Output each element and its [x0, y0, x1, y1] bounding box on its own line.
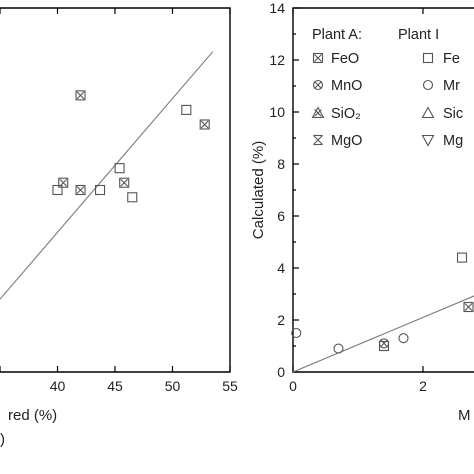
- left-bottom-fragment: ): [0, 431, 5, 448]
- right-data-points: [291, 252, 474, 354]
- legend-marker-b-2: [421, 106, 435, 119]
- legend-marker-2: [311, 106, 325, 119]
- right-y-tick-label: 6: [277, 208, 285, 224]
- right-y-tick-label: 4: [277, 260, 285, 276]
- left-data-point: [52, 184, 63, 196]
- left-x-axis-label: red (%): [8, 407, 57, 424]
- left-data-point: [114, 163, 125, 174]
- legend-label-plant-a: SiO₂: [331, 106, 361, 122]
- right-data-point-mr: [333, 343, 344, 354]
- left-data-point: [119, 177, 130, 188]
- legend-label-plant-a: MnO: [331, 78, 362, 94]
- left-fit-line: [0, 51, 214, 300]
- legend-plant-a-title: Plant A:: [312, 27, 362, 43]
- legend-marker-b-3: [421, 134, 435, 147]
- left-data-point: [127, 192, 138, 203]
- legend-marker-b-1: [422, 79, 434, 91]
- left-data-point: [95, 184, 106, 196]
- legend-marker-1: [312, 79, 324, 91]
- right-data-point-mno: [378, 338, 390, 349]
- legend: Plant A: Plant I FeO MnO SiO₂ MgO Fe Mr Sic Mg: [311, 27, 463, 149]
- right-x-tick-label: 2: [419, 378, 427, 394]
- right-data-point-mr: [398, 333, 409, 344]
- right-data-point-feo: [463, 301, 474, 313]
- left-axes-frame: [0, 7, 231, 373]
- legend-label-plant-b: Sic: [443, 106, 463, 122]
- left-scatter-panel: 40 45 50 55 red (%) ): [0, 7, 238, 448]
- right-y-tick-label: 8: [277, 156, 285, 172]
- left-data-point: [75, 90, 86, 101]
- right-x-axis-label: M: [458, 407, 471, 424]
- left-x-tick-label: 55: [222, 378, 238, 394]
- right-data-point-fe: [456, 252, 468, 263]
- left-data-point: [75, 184, 86, 196]
- legend-label-plant-b: Mr: [443, 78, 460, 94]
- legend-marker-0: [312, 52, 324, 64]
- legend-label-plant-b: Fe: [443, 51, 460, 67]
- legend-marker-3: [313, 134, 323, 146]
- legend-marker-b-0: [422, 52, 434, 64]
- left-x-tick-label: 50: [165, 378, 181, 394]
- legend-plant-b-title: Plant I: [398, 27, 439, 43]
- right-scatter-panel: 02468101214024 Calculated (%) M Plant A:…: [250, 0, 474, 424]
- right-y-tick-label: 10: [269, 104, 285, 120]
- legend-label-plant-a: MgO: [331, 133, 362, 149]
- legend-entries: FeO MnO SiO₂ MgO Fe Mr Sic Mg: [311, 51, 463, 149]
- left-x-tick-label: 40: [50, 378, 66, 394]
- right-fit-line: [292, 295, 474, 373]
- right-data-point-mr: [291, 327, 302, 339]
- right-y-tick-label: 2: [277, 312, 285, 328]
- legend-label-plant-a: FeO: [331, 51, 359, 67]
- right-x-tick-label: 0: [289, 378, 297, 394]
- left-x-ticks: 40 45 50 55: [0, 8, 238, 394]
- left-data-points: [52, 90, 210, 203]
- right-y-tick-label: 0: [277, 364, 285, 380]
- right-y-tick-label: 12: [269, 52, 285, 68]
- legend-label-plant-b: Mg: [443, 133, 463, 149]
- right-data-point-fe: [378, 340, 390, 352]
- left-data-point: [199, 119, 210, 130]
- left-data-point: [181, 104, 192, 115]
- right-y-tick-label: 14: [269, 0, 285, 16]
- left-x-tick-label: 45: [107, 378, 123, 394]
- right-y-axis-label: Calculated (%): [250, 141, 267, 239]
- left-data-point: [58, 177, 69, 188]
- right-axis-ticks: 02468101214024: [269, 0, 427, 394]
